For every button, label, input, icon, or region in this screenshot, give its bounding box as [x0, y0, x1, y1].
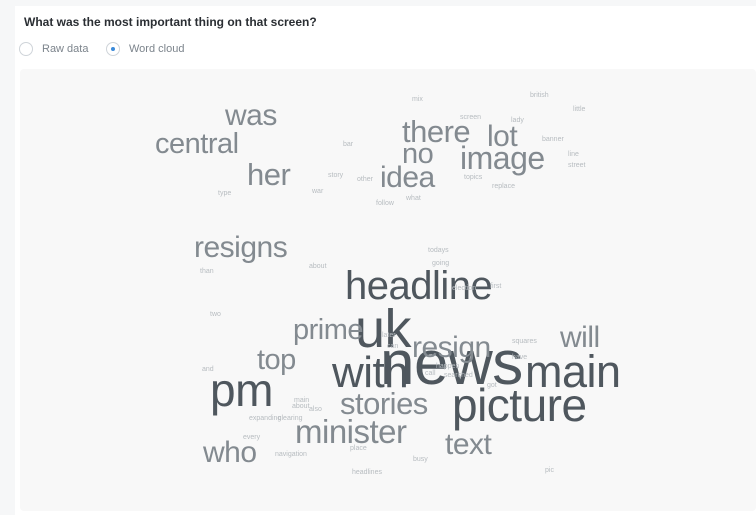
survey-question-panel: What was the most important thing on tha… — [15, 6, 756, 515]
word-cloud-word: every — [243, 434, 261, 441]
word-cloud-word: have — [512, 354, 527, 361]
word-cloud-word: text — [445, 428, 493, 461]
word-cloud-word: picture — [452, 379, 587, 431]
word-cloud-word: later — [382, 332, 396, 339]
word-cloud-label: Word cloud — [129, 43, 185, 55]
radio-unchecked-icon[interactable] — [19, 42, 33, 56]
word-cloud-word: prime — [293, 314, 363, 346]
word-cloud-word: also — [309, 406, 322, 413]
word-cloud-word: there — [402, 114, 470, 149]
word-cloud-word: image — [460, 140, 545, 176]
word-cloud-word: call — [425, 370, 436, 377]
word-cloud-word: uk — [355, 299, 413, 359]
word-cloud-word: place — [350, 445, 367, 452]
word-cloud-word: going — [432, 260, 449, 267]
word-cloud-word: election — [452, 285, 476, 292]
word-cloud-word: two — [210, 311, 221, 318]
word-cloud-word: resigns — [194, 231, 287, 264]
word-cloud-word: no — [402, 138, 433, 170]
word-cloud-word: stories — [340, 386, 428, 421]
word-cloud-word: who — [202, 436, 257, 469]
word-cloud-word: headline — [345, 264, 492, 308]
word-cloud-word: idea — [380, 161, 436, 194]
word-cloud-word: mix — [412, 96, 423, 103]
word-cloud-word: pm — [210, 364, 273, 416]
word-cloud-word: resign — [412, 331, 491, 364]
radio-checked-icon[interactable] — [106, 42, 120, 56]
word-cloud-word: top — [257, 344, 296, 376]
word-cloud-word: got — [487, 382, 497, 389]
word-cloud-word: what — [405, 195, 421, 202]
raw-data-label: Raw data — [42, 43, 89, 55]
word-cloud-word: searched — [444, 372, 473, 379]
word-cloud-word: lady — [511, 117, 524, 124]
word-cloud-word: first — [490, 283, 501, 290]
word-cloud-word: headlines — [352, 469, 382, 476]
word-cloud-word: her — [247, 157, 290, 192]
word-cloud-word: line — [568, 151, 579, 158]
word-cloud-word: pic — [545, 467, 554, 474]
word-cloud-word: news — [380, 329, 523, 398]
word-cloud-word: happen — [436, 363, 459, 370]
word-cloud-word: and — [202, 366, 214, 373]
word-cloud-card: news uk headline main picture pm with resign ima… — [20, 69, 756, 511]
word-cloud-word: british — [530, 92, 549, 99]
word-cloud-word: expanding — [249, 415, 281, 422]
word-cloud-word: street — [568, 162, 586, 169]
word-cloud-word: can — [387, 343, 398, 350]
word-cloud-radio[interactable]: Word cloud — [106, 41, 184, 57]
word-cloud-word: with — [331, 348, 408, 397]
word-cloud-word: main — [294, 397, 309, 404]
word-cloud-word: will — [559, 321, 600, 354]
word-cloud-word: little — [573, 106, 586, 113]
word-cloud-word: lot — [487, 120, 518, 153]
word-cloud-word: follow — [376, 200, 395, 207]
word-cloud-word: minister — [295, 413, 407, 450]
word-cloud-word: war — [311, 188, 324, 195]
word-cloud-word: other — [357, 176, 374, 183]
word-cloud-word: screen — [460, 114, 481, 121]
word-cloud-word: todays — [428, 247, 449, 254]
word-cloud-word: clearing — [278, 415, 303, 422]
word-cloud-word: was — [224, 99, 277, 132]
word-cloud-word: than — [200, 268, 214, 275]
word-cloud-word: central — [155, 128, 239, 160]
word-cloud-word: story — [328, 172, 344, 179]
word-cloud-word: navigation — [275, 451, 307, 458]
word-cloud-word: type — [218, 190, 231, 197]
word-cloud-word: about — [309, 263, 327, 270]
word-cloud-word: topics — [464, 174, 483, 181]
word-cloud-word: replace — [492, 183, 515, 190]
word-cloud-word: bar — [343, 141, 354, 148]
question-title: What was the most important thing on tha… — [24, 15, 317, 29]
word-cloud-word: about — [292, 403, 310, 410]
word-cloud-word: banner — [542, 136, 564, 143]
word-cloud-word: main — [525, 346, 621, 397]
word-cloud-word: squares — [512, 338, 537, 345]
word-cloud-word: busy — [413, 456, 428, 463]
raw-data-radio[interactable]: Raw data — [19, 41, 88, 57]
